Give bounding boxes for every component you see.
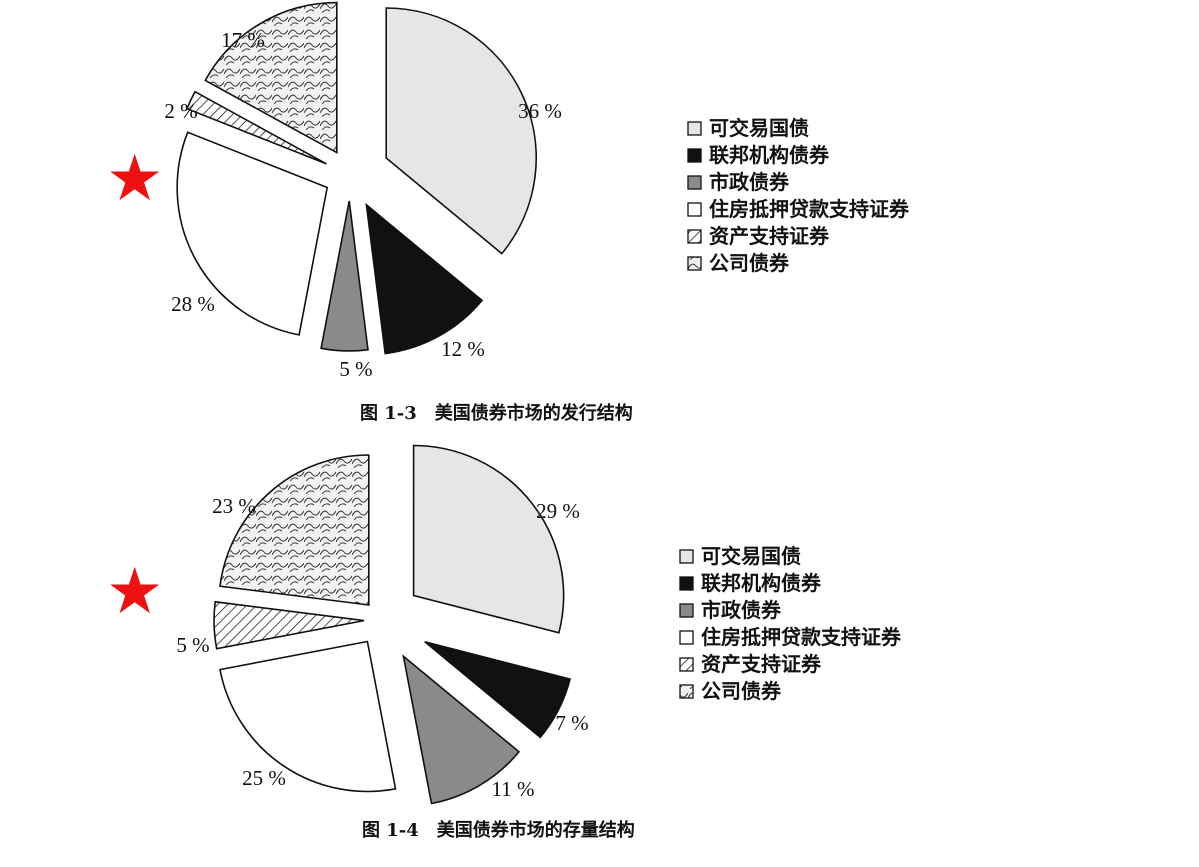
legend-swatch-agency	[679, 576, 694, 591]
slice-value-label-mbs: 25 %	[242, 766, 286, 790]
slice-value-label-mbs: 28 %	[171, 292, 215, 316]
legend-swatch-municipal	[687, 175, 702, 190]
legend-swatch-agency	[687, 148, 702, 163]
slice-value-label-abs: 5 %	[176, 633, 209, 657]
pie-slice-corporate	[204, 1, 338, 154]
legend-swatch-abs	[687, 229, 702, 244]
star-marker: ★	[106, 555, 163, 629]
slice-value-label-abs: 2 %	[164, 99, 197, 123]
slice-value-label-corporate: 17 %	[221, 28, 265, 52]
pie-slice-mbs	[219, 640, 397, 793]
legend-swatch-treasury	[679, 549, 694, 564]
legend-label-municipal: 市政债券	[709, 170, 790, 194]
legend-swatch-mbs	[679, 630, 694, 645]
legend-swatch-municipal	[679, 603, 694, 618]
pie-slice-abs	[185, 90, 327, 165]
slice-value-label-treasury: 29 %	[536, 499, 580, 523]
stock-pie	[213, 444, 572, 805]
legend-label-mbs: 住房抵押贷款支持证券	[701, 625, 902, 649]
legend-swatch-corporate	[687, 256, 702, 271]
legend-label-mbs: 住房抵押贷款支持证券	[709, 197, 910, 221]
slice-value-label-agency: 12 %	[441, 337, 485, 361]
legend-swatch-treasury	[687, 121, 702, 136]
issuance-pie	[176, 1, 537, 355]
slice-value-label-municipal: 5 %	[339, 357, 372, 381]
slice-value-label-treasury: 36 %	[518, 99, 562, 123]
slice-value-label-corporate: 23 %	[212, 494, 256, 518]
legend-swatch-mbs	[687, 202, 702, 217]
legend-swatch-corporate	[679, 684, 694, 699]
slice-value-label-municipal: 11 %	[492, 777, 535, 801]
legend-label-abs: 资产支持证券	[701, 652, 822, 676]
legend-label-municipal: 市政债券	[701, 598, 782, 622]
pie-slice-mbs	[176, 131, 329, 336]
legend-label-treasury: 可交易国债	[709, 116, 809, 140]
pie-slice-treasury	[385, 7, 537, 255]
legend-label-agency: 联邦机构债券	[709, 143, 830, 167]
slice-value-label-agency: 7 %	[555, 711, 588, 735]
star-marker: ★	[106, 142, 163, 216]
pie-slice-municipal	[320, 200, 369, 352]
pie-slice-agency	[365, 202, 484, 355]
pie-slice-treasury	[412, 444, 565, 634]
pie-slice-agency	[424, 641, 572, 739]
stock-chart-title: 图 1-4 美国债券市场的存量结构	[362, 819, 635, 841]
legend-label-corporate: 公司债券	[701, 679, 782, 703]
legend-label-agency: 联邦机构债券	[701, 571, 822, 595]
legend-label-corporate: 公司债券	[709, 251, 790, 275]
pie-slice-municipal	[402, 654, 521, 805]
stock-value-labels: 29 % 7 % 11 % 25 % 5 % 23 %	[176, 494, 588, 801]
legend-label-abs: 资产支持证券	[709, 224, 830, 248]
issuance-value-labels: 36 % 12 % 5 % 28 % 2 % 17 %	[164, 28, 562, 381]
pie-slice-corporate	[219, 454, 370, 606]
issuance-chart-title: 图 1-3 美国债券市场的发行结构	[360, 402, 633, 424]
legend-swatch-abs	[679, 657, 694, 672]
legend-label-treasury: 可交易国债	[701, 544, 801, 568]
pie-slice-abs	[213, 600, 365, 650]
